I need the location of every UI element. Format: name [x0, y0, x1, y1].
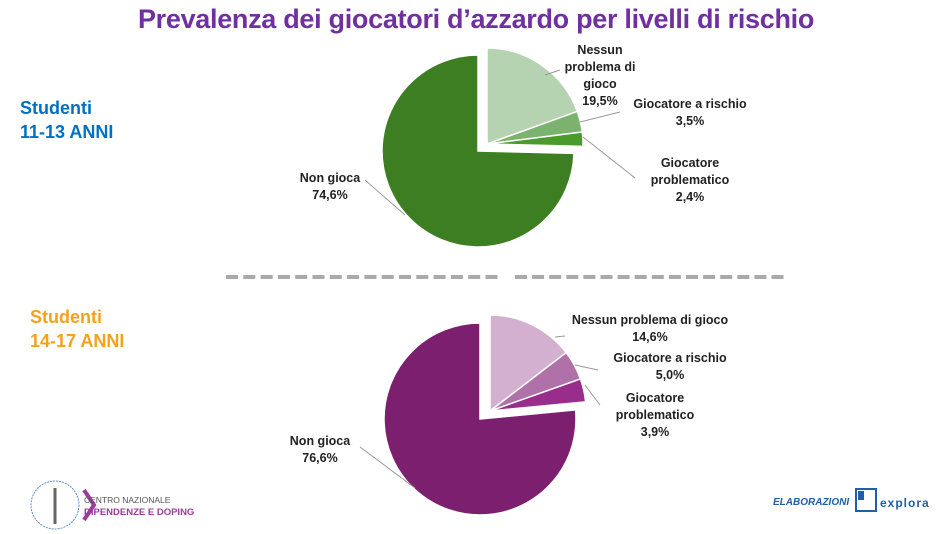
pie-slice-1-3 [486, 131, 584, 148]
divider-dash [720, 275, 733, 279]
divider-dash [668, 275, 681, 279]
pie-slice-2-1 [489, 314, 568, 413]
divider-dash [260, 275, 273, 279]
group-label-14-17: Studenti 14-17 ANNI [30, 305, 124, 353]
divider-dash [549, 275, 562, 279]
divider-dash [381, 275, 394, 279]
group-line2: 14-17 ANNI [30, 331, 125, 351]
label-nongioca-2: Non gioca 76,6% [289, 434, 351, 465]
group-line1: Studenti [20, 98, 92, 118]
leader-line [582, 136, 636, 179]
divider-dash [686, 275, 698, 279]
label-nessun-2: Nessun problema di gioco 14,6% [571, 313, 729, 344]
leader-line [579, 111, 621, 123]
divider-dash [329, 275, 342, 279]
divider-dash [771, 275, 784, 279]
elaborazioni-label: ELABORAZIONI [773, 497, 850, 508]
group-label-11-13: Studenti 11-13 ANNI [20, 96, 113, 144]
divider-dash [651, 275, 664, 279]
leader-line [359, 446, 416, 489]
divider-dash [515, 275, 527, 279]
divider-dash [634, 275, 647, 279]
group-line2: 11-13 ANNI [20, 122, 114, 142]
label-rischio-2: Giocatore a rischio 5,0% [613, 351, 727, 382]
divider-dash [226, 275, 238, 279]
group-line1: Studenti [30, 307, 102, 327]
label-problematico-2: Giocatore problematico 3,9% [615, 391, 695, 439]
explora-icon [855, 488, 877, 512]
divider-dash [532, 275, 545, 279]
pie-slice-2-3 [489, 377, 587, 412]
explora-icon-fill [858, 491, 864, 500]
divider-dash [583, 275, 596, 279]
leader-line [364, 179, 406, 216]
divider-dash [703, 275, 716, 279]
divider-dash [433, 275, 446, 279]
pie-slice-2-4 [383, 322, 577, 516]
leader-line [574, 364, 599, 371]
cn-line1: CENTRO NAZIONALE [84, 495, 171, 505]
divider-dash [295, 275, 308, 279]
label-problematico-1: Giocatore problematico 2,4% [650, 156, 730, 204]
leader-line [554, 335, 566, 338]
cn-logo-mark [82, 488, 97, 522]
divider-dash [347, 275, 360, 279]
label-nongioca-1: Non gioca 74,6% [299, 171, 361, 202]
divider-dash [364, 275, 377, 279]
divider-dash [566, 275, 579, 279]
divider-dash [312, 275, 325, 279]
divider-dash [399, 275, 411, 279]
divider-dash [243, 275, 256, 279]
label-rischio-1: Giocatore a rischio 3,5% [633, 97, 747, 128]
divider-dash [277, 275, 290, 279]
pie-slice-1-1 [486, 47, 579, 146]
pie-slice-1-4 [381, 54, 575, 248]
divider-dash [416, 275, 429, 279]
label-nessun-1: Nessun problema di gioco 19,5% [564, 43, 636, 108]
leader-line [544, 69, 561, 76]
divider-dash [754, 275, 767, 279]
divider-dash [600, 275, 613, 279]
divider-dash [737, 275, 750, 279]
cn-line2: DIPENDENZE E DOPING [84, 507, 195, 518]
cn-dipendenze-logo: CENTRO NAZIONALE DIPENDENZE E DOPING [84, 494, 194, 519]
slide-title: Prevalenza dei giocatori d’azzardo per l… [137, 4, 815, 34]
divider-dash [617, 275, 630, 279]
leader-line [584, 384, 601, 406]
divider-dash [450, 275, 463, 279]
explora-logo: explora [880, 496, 930, 510]
iss-logo [30, 480, 80, 530]
divider-dash [485, 275, 498, 279]
divider-dash [468, 275, 481, 279]
